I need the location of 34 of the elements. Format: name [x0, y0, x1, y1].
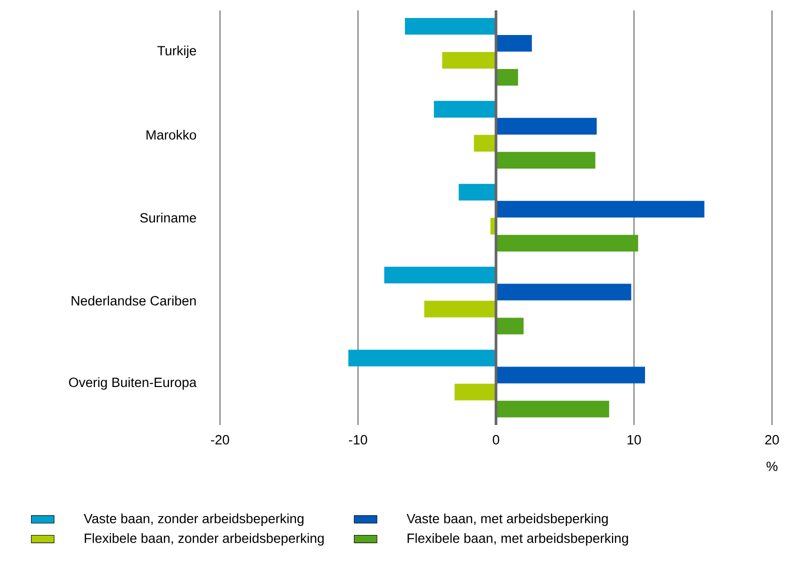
legend-label: Vaste baan, zonder arbeidsbeperking — [84, 514, 304, 526]
bar — [496, 118, 597, 135]
x-tick-label: 20 — [765, 435, 779, 444]
bar — [454, 384, 496, 400]
bar — [496, 34, 532, 52]
x-tick-label: 10 — [628, 435, 641, 444]
bar — [434, 100, 496, 118]
bar — [496, 152, 596, 169]
bar — [424, 300, 496, 318]
bar — [496, 200, 704, 218]
bar — [404, 18, 496, 35]
y-tick-label: Overig Buiten-Europa — [69, 377, 197, 390]
bar — [496, 366, 646, 384]
x-tick-label: -20 — [210, 435, 230, 444]
y-tick-label: Nederlandse Cariben — [72, 296, 196, 306]
bar — [496, 400, 610, 418]
bar — [496, 318, 524, 334]
legend-label: Vaste baan, met arbeidsbeperking — [406, 514, 608, 526]
bar — [442, 52, 496, 69]
bar — [458, 184, 496, 200]
bar — [496, 284, 632, 300]
y-tick-label: Suriname — [140, 212, 196, 223]
y-tick-label: Marokko — [146, 130, 196, 140]
y-tick-label: Turkije — [157, 46, 196, 58]
bar — [496, 234, 638, 252]
x-tick-label: 0 — [492, 435, 500, 444]
legend-label: Flexibele baan, met arbeidsbeperking — [408, 533, 628, 546]
bar — [348, 350, 496, 366]
bar — [384, 266, 496, 284]
legend-label: Flexibele baan, zonder arbeidsbeperking — [84, 533, 324, 546]
x-tick-label: -10 — [348, 435, 368, 444]
x-axis-title: % — [766, 462, 778, 472]
bar — [496, 68, 518, 86]
bar — [474, 134, 496, 152]
